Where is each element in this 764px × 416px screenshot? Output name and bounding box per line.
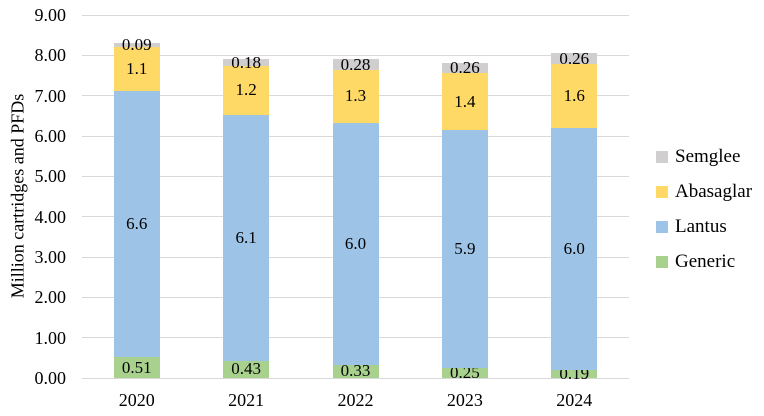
data-label-lantus: 6.0 — [344, 233, 367, 253]
data-label-lantus: 6.0 — [563, 239, 585, 259]
x-axis-label: 2024 — [556, 390, 593, 410]
y-axis-tick-label: 0.00 — [34, 368, 67, 388]
gridline — [82, 54, 629, 56]
legend-label: Semglee — [675, 146, 741, 167]
y-axis-tick-label: 7.00 — [34, 85, 67, 106]
data-label-semglee: 0.28 — [340, 54, 371, 74]
data-label-semglee: 0.18 — [231, 52, 261, 72]
bar-segment-abasaglar — [551, 63, 598, 129]
data-label-lantus: 6.1 — [235, 227, 257, 247]
y-axis-tick-label: 4.00 — [34, 206, 67, 227]
bar-segment-semglee — [332, 58, 379, 71]
data-label-generic: 0.51 — [121, 357, 152, 377]
bar-segment-lantus — [332, 122, 379, 365]
data-label-lantus: 5.9 — [454, 238, 476, 258]
y-axis-tick-label: 1.00 — [34, 327, 67, 348]
legend: Semglee Abasaglar Lantus Generic — [656, 146, 752, 273]
bar-segment-abasaglar — [223, 66, 270, 115]
legend-label: Abasaglar — [675, 181, 753, 202]
bar-segment-abasaglar — [332, 70, 379, 123]
legend-swatch-icon — [656, 256, 668, 268]
data-label-abasaglar: 1.1 — [126, 59, 148, 79]
y-axis-tick-label: 8.00 — [34, 45, 67, 66]
data-label-semglee: 0.09 — [121, 35, 152, 55]
x-axis-label: 2023 — [446, 390, 483, 410]
x-axis-label: 2020 — [118, 390, 155, 410]
legend-item-abasaglar: Abasaglar — [656, 181, 752, 203]
y-axis-tick-label: 5.00 — [34, 166, 67, 187]
bar-segment-semglee — [551, 53, 598, 64]
legend-label: Generic — [675, 251, 736, 272]
legend-item-generic: Generic — [656, 251, 752, 273]
bar-segment-semglee — [223, 58, 270, 67]
legend-swatch-icon — [656, 186, 668, 198]
data-label-semglee: 0.26 — [559, 48, 590, 68]
gridline — [82, 14, 629, 16]
bar-segment-lantus — [223, 114, 270, 361]
y-axis-tick-label: 9.00 — [34, 5, 67, 25]
bar-segment-lantus — [441, 129, 488, 368]
bar-segment-semglee — [113, 43, 160, 47]
bar-segment-generic — [551, 370, 598, 378]
data-label-semglee: 0.26 — [450, 58, 480, 78]
bar-segment-abasaglar — [113, 46, 160, 92]
bar-segment-generic — [113, 357, 160, 378]
data-label-lantus: 6.6 — [126, 214, 148, 234]
data-label-abasaglar: 1.2 — [235, 80, 257, 100]
bar-segment-semglee — [441, 62, 488, 74]
bar-segment-lantus — [113, 91, 160, 358]
data-label-generic: 0.43 — [231, 359, 261, 379]
legend-item-lantus: Lantus — [656, 216, 752, 238]
bar-segment-lantus — [551, 128, 598, 371]
legend-label: Lantus — [675, 216, 727, 237]
bar-segment-generic — [441, 367, 488, 378]
x-axis-label: 2022 — [337, 390, 374, 410]
y-axis-tick-label: 2.00 — [34, 287, 67, 308]
bar-segment-generic — [223, 360, 270, 378]
x-axis-label: 2021 — [228, 390, 265, 410]
bar-segment-generic — [332, 364, 379, 378]
y-axis-tick-label: 6.00 — [34, 126, 67, 146]
data-label-abasaglar: 1.4 — [454, 91, 476, 111]
legend-swatch-icon — [656, 151, 668, 163]
gridline — [82, 377, 629, 379]
legend-item-semglee: Semglee — [656, 146, 752, 168]
data-label-abasaglar: 1.6 — [563, 86, 585, 106]
bar-segment-abasaglar — [441, 73, 488, 130]
y-axis-tick-label: 3.00 — [34, 247, 67, 267]
legend-swatch-icon — [656, 221, 668, 233]
data-label-generic: 0.33 — [340, 361, 371, 381]
data-label-abasaglar: 1.3 — [344, 86, 367, 106]
